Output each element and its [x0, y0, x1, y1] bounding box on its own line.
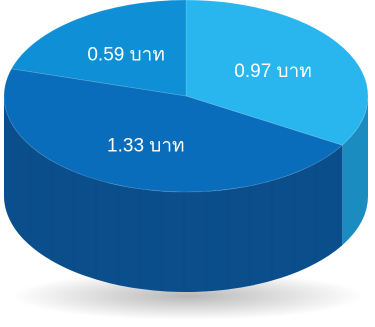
pie-slice-2: [10, 0, 187, 97]
pie-slice-0: [185, 0, 369, 146]
pie-shadow: [12, 272, 364, 320]
pie-slice-1: [3, 68, 344, 193]
slice-label-2: 0.59 บาท: [87, 45, 165, 66]
pie-top: [3, 0, 369, 193]
slice-label-0: 0.97 บาท: [234, 61, 312, 82]
pie-sides: [4, 96, 368, 293]
pie-side-0-0: [342, 96, 368, 246]
pie-side-1-0: [4, 96, 343, 293]
slice-label-1: 1.33 บาท: [107, 135, 185, 156]
pie-labels: 0.97 บาท 1.33 บาท 0.59 บาท: [87, 45, 311, 157]
